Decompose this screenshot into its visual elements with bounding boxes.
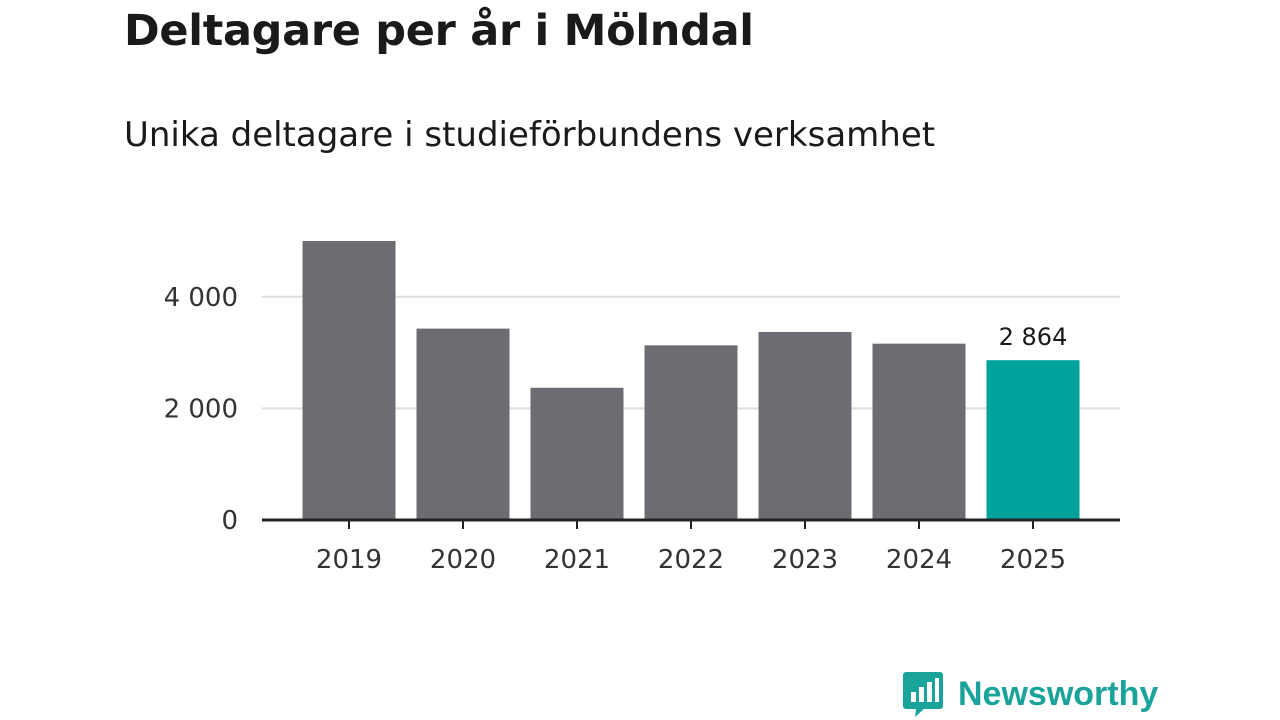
bar-2025 xyxy=(986,360,1080,520)
y-tick-label: 4 000 xyxy=(164,283,238,313)
x-tick-label: 2023 xyxy=(772,545,838,575)
x-tick-label: 2024 xyxy=(886,545,952,575)
chart-subtitle: Unika deltagare i studieförbundens verks… xyxy=(124,115,936,155)
x-tick-label: 2021 xyxy=(544,545,610,575)
x-tick-label: 2019 xyxy=(316,545,382,575)
bar-2024 xyxy=(872,343,966,520)
data-label-2025: 2 864 xyxy=(999,323,1068,351)
bar-2022 xyxy=(644,345,738,520)
bar-2020 xyxy=(416,328,510,520)
chart-title: Deltagare per år i Mölndal xyxy=(124,6,754,56)
y-tick-label: 0 xyxy=(221,506,238,536)
y-tick-label: 2 000 xyxy=(164,394,238,424)
x-tick-label: 2022 xyxy=(658,545,724,575)
bar-2021 xyxy=(530,387,624,520)
x-tick-label: 2020 xyxy=(430,545,496,575)
newsworthy-logo: Newsworthy xyxy=(902,670,1158,718)
newsworthy-chart-bubble-icon xyxy=(903,672,943,717)
brand-name: Newsworthy xyxy=(958,674,1159,713)
bar-2023 xyxy=(758,331,852,520)
bar-2019 xyxy=(302,241,396,520)
x-tick-label: 2025 xyxy=(1000,545,1066,575)
